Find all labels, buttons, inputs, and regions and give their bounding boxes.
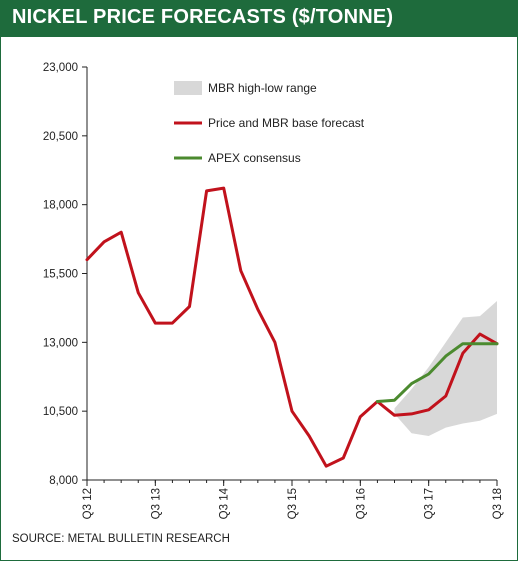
source-note: SOURCE: METAL BULLETIN RESEARCH xyxy=(12,533,230,545)
legend-label-range: MBR high-low range xyxy=(208,81,317,95)
x-tick-label: Q3 14 xyxy=(219,487,231,519)
x-tick-label: Q3 17 xyxy=(424,488,436,519)
y-tick-label: 18,000 xyxy=(43,200,78,212)
y-tick-label: 8,000 xyxy=(49,475,78,487)
legend-label-apex: APEX consensus xyxy=(208,151,301,165)
chart-title: NICKEL PRICE FORECASTS ($/TONNE) xyxy=(12,6,394,28)
y-tick-label: 13,000 xyxy=(43,337,78,349)
legend-label-price: Price and MBR base forecast xyxy=(208,116,365,130)
chart-header: NICKEL PRICE FORECASTS ($/TONNE) xyxy=(0,0,518,37)
x-tick-label: Q3 13 xyxy=(150,488,162,519)
range-band xyxy=(394,301,497,436)
apex-consensus-line xyxy=(375,342,499,403)
x-tick-label: Q3 12 xyxy=(82,488,94,519)
y-tick-label: 10,500 xyxy=(43,406,78,418)
x-tick-label: Q3 16 xyxy=(355,488,367,519)
price-forecast-line xyxy=(85,186,499,468)
x-tick-label: Q3 18 xyxy=(492,488,504,519)
y-tick-label: 23,000 xyxy=(43,62,78,74)
y-tick-label: 20,500 xyxy=(43,131,78,143)
legend-swatch-range xyxy=(174,81,202,95)
x-tick-label: Q3 15 xyxy=(287,488,299,519)
y-tick-label: 15,500 xyxy=(43,269,78,281)
chart-plot: 8,000 10,500 13,000 15,500 18,000 20,500 23,00… xyxy=(43,62,504,519)
